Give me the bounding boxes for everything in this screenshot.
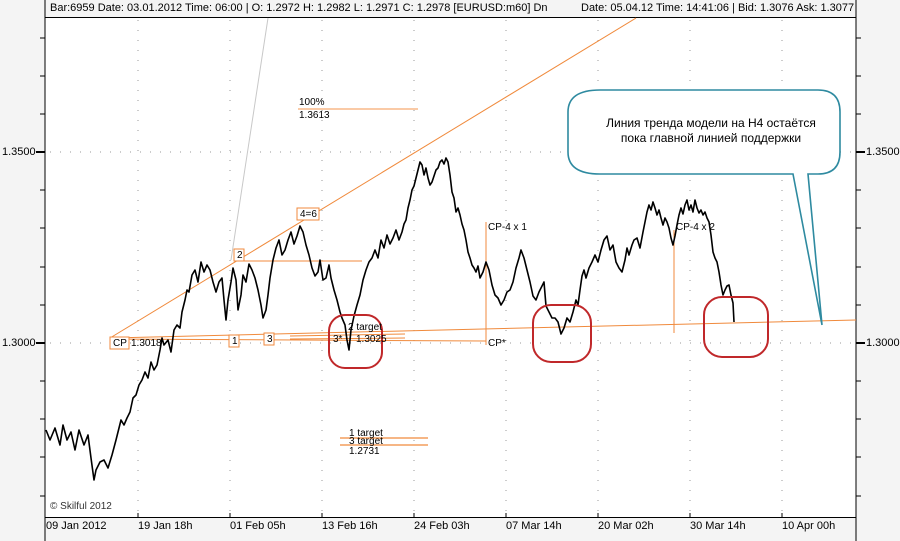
x-label-2: 01 Feb 05h	[230, 520, 286, 532]
x-label-5: 07 Mar 14h	[506, 520, 562, 532]
label-100pct-price: 1.3613	[299, 110, 330, 121]
callout-line-2: пока главной линией поддержки	[620, 131, 802, 145]
highlight-circle-2	[532, 304, 592, 363]
label-target-price: 1.2731	[349, 446, 380, 457]
point-boxes	[109, 207, 320, 350]
y-ticks	[36, 37, 865, 497]
label-cp-price: 1.3018	[131, 338, 162, 349]
label-target-3: 3 target	[349, 436, 383, 447]
label-cp4x2: CP-4 x 2	[676, 222, 715, 233]
x-label-8: 10 Apr 00h	[782, 520, 836, 532]
x-ticks	[137, 513, 783, 517]
x-label-3: 13 Feb 16h	[322, 520, 378, 532]
label-cp4x1: CP-4 x 1	[488, 222, 527, 233]
highlight-circle-1	[328, 314, 383, 369]
bar-info: Bar:6959 Date: 03.01.2012 Time: 06:00 | …	[50, 2, 548, 14]
x-label-7: 30 Mar 14h	[690, 520, 746, 532]
x-label-0: 09 Jan 2012	[46, 520, 107, 532]
label-100pct: 100%	[299, 97, 325, 108]
y-label-left-13500: 1.3500	[2, 146, 36, 158]
grey-fan-line	[230, 17, 269, 261]
y-label-left-13000: 1.3000	[2, 337, 36, 349]
highlight-circle-3	[703, 296, 769, 358]
callout-line-1: Линия тренда модели на H4 остаётся	[606, 116, 816, 130]
price-series	[45, 157, 735, 481]
y-label-right-13000: 1.3000	[866, 337, 900, 349]
label-point-1: 1	[232, 336, 238, 347]
label-target-2: 2 target	[348, 322, 382, 333]
label-cp-star: CP*	[488, 338, 506, 349]
label-point-2: 2	[237, 250, 243, 261]
label-cp: CP	[113, 338, 127, 349]
x-label-6: 20 Mar 02h	[598, 520, 654, 532]
label-target-2-price: 1.3025	[356, 334, 387, 345]
label-target-1: 1 target	[349, 428, 383, 439]
x-label-1: 19 Jan 18h	[138, 520, 193, 532]
x-label-4: 24 Feb 03h	[414, 520, 470, 532]
quote-info: Date: 05.04.12 Time: 14:41:06 | Bid: 1.3…	[581, 2, 855, 14]
callout-text: Линия тренда модели на H4 остаётся пока …	[576, 116, 846, 146]
label-point-3-star: 3*	[333, 334, 343, 345]
copyright: © Skilful 2012	[50, 501, 112, 512]
y-label-right-13500: 1.3500	[866, 146, 900, 158]
label-point-4-6: 4=6	[300, 209, 317, 220]
upper-trendline	[109, 17, 637, 339]
label-point-3: 3	[267, 334, 273, 345]
highlight-circles	[328, 296, 769, 369]
callout-bubble	[567, 89, 841, 326]
